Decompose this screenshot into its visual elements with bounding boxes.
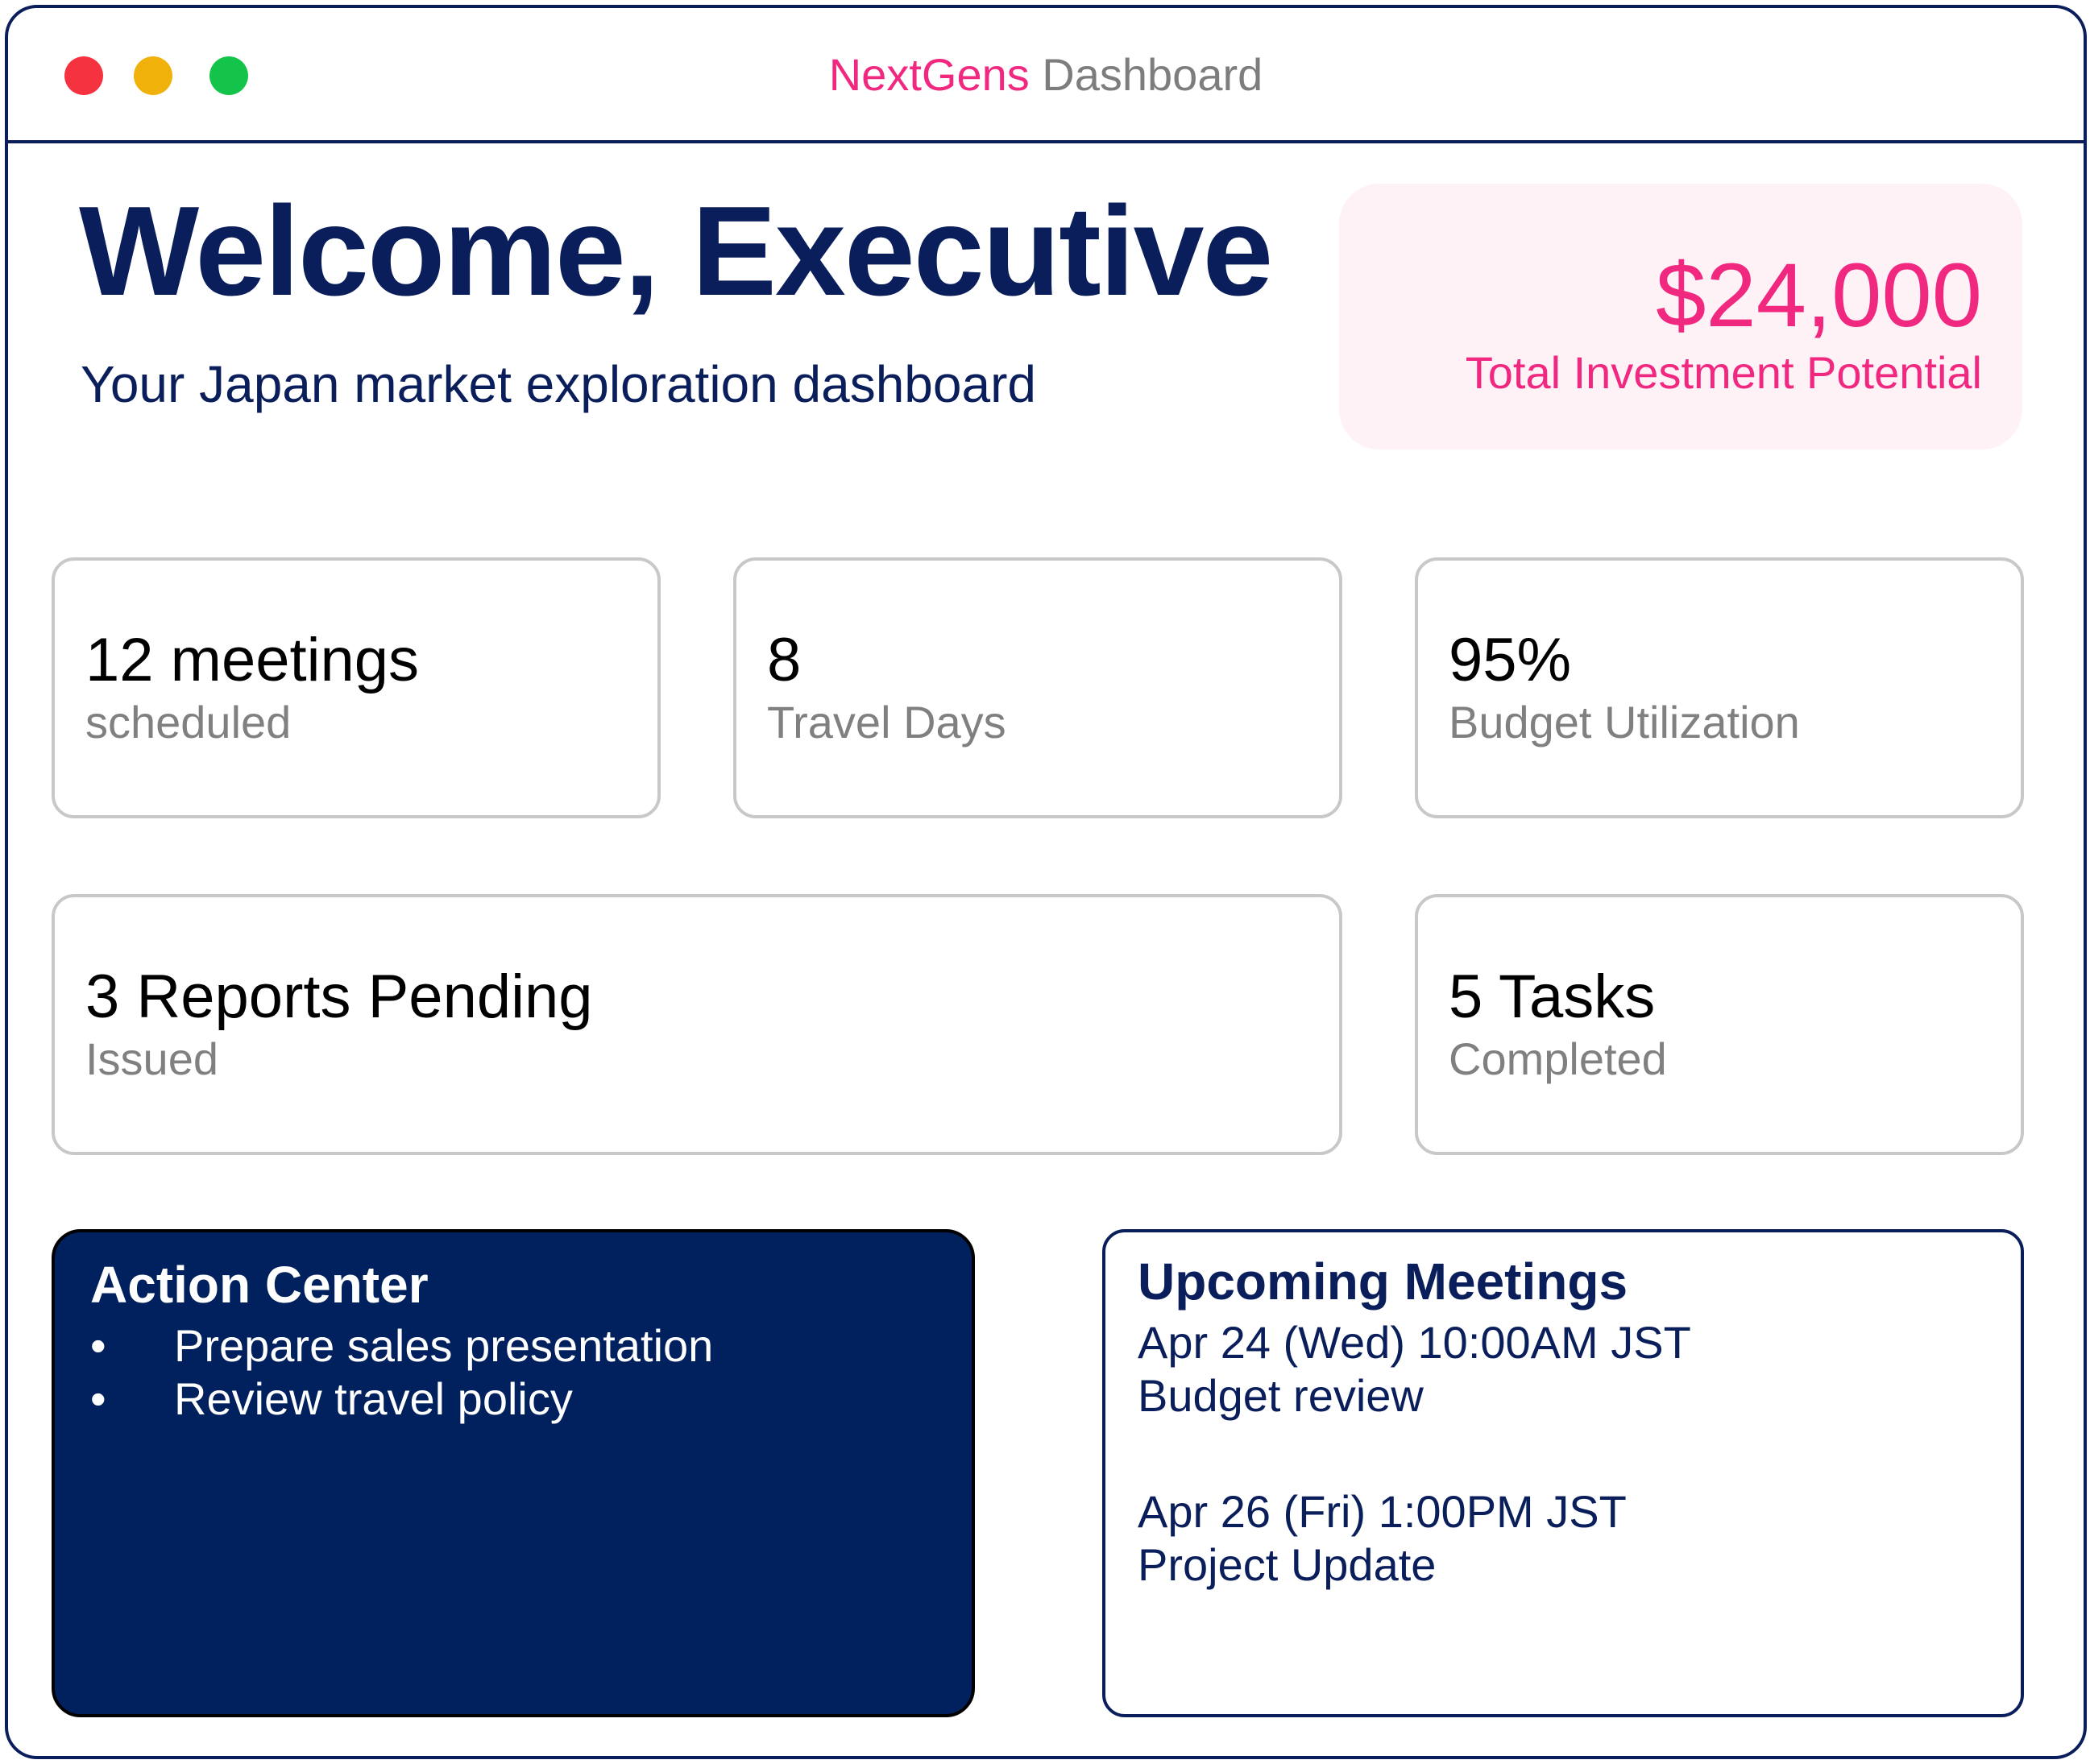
investment-label: Total Investment Potential xyxy=(1465,347,1982,398)
action-item-text: Review travel policy xyxy=(174,1373,573,1424)
action-center-title: Action Center xyxy=(90,1256,429,1314)
maximize-window-button[interactable] xyxy=(209,56,248,95)
tasks-stat-value: 5 Tasks xyxy=(1449,963,1656,1031)
window-title-text: Dashboard xyxy=(1029,49,1263,100)
reports-stat-label: Issued xyxy=(85,1033,218,1084)
meeting-subject: Project Update xyxy=(1138,1539,1437,1590)
meeting-entry[interactable]: Apr 26 (Fri) 1:00PM JST Project Update xyxy=(1138,1485,1627,1592)
meeting-time: Apr 26 (Fri) 1:00PM JST xyxy=(1138,1486,1627,1537)
meeting-time: Apr 24 (Wed) 10:00AM JST xyxy=(1138,1317,1691,1368)
minimize-window-button[interactable] xyxy=(134,56,172,95)
action-center-panel: Action Center • Prepare sales presentati… xyxy=(52,1229,975,1717)
budget-stat-value: 95% xyxy=(1449,626,1572,694)
investment-amount: $24,000 xyxy=(1656,245,1982,346)
investment-card: $24,000 Total Investment Potential xyxy=(1339,184,2022,449)
title-bar: NextGens Dashboard xyxy=(8,8,2084,143)
reports-stat-value: 3 Reports Pending xyxy=(85,963,593,1031)
reports-stat-card: 3 Reports Pending Issued xyxy=(52,894,1342,1155)
page-title: Welcome, Executive xyxy=(79,180,1273,322)
travel-stat-card: 8 Travel Days xyxy=(733,557,1342,818)
tasks-stat-card: 5 Tasks Completed xyxy=(1415,894,2024,1155)
page-subtitle: Your Japan market exploration dashboard xyxy=(81,355,1036,413)
meetings-stat-value: 12 meetings xyxy=(85,626,420,694)
upcoming-meetings-panel: Upcoming Meetings Apr 24 (Wed) 10:00AM J… xyxy=(1102,1229,2024,1717)
upcoming-meetings-title: Upcoming Meetings xyxy=(1138,1253,1628,1311)
travel-stat-label: Travel Days xyxy=(767,697,1006,747)
brand-name: NextGens xyxy=(828,49,1030,100)
tasks-stat-label: Completed xyxy=(1449,1033,1667,1084)
bullet-icon: • xyxy=(90,1320,106,1371)
meetings-stat-card: 12 meetings scheduled xyxy=(52,557,661,818)
budget-stat-label: Budget Utilization xyxy=(1449,697,1800,747)
window-title: NextGens Dashboard xyxy=(8,48,2084,101)
action-item-text: Prepare sales presentation xyxy=(174,1320,714,1371)
meeting-subject: Budget review xyxy=(1138,1370,1424,1421)
budget-stat-card: 95% Budget Utilization xyxy=(1415,557,2024,818)
bullet-icon: • xyxy=(90,1373,106,1424)
travel-stat-value: 8 xyxy=(767,626,802,694)
close-window-button[interactable] xyxy=(64,56,103,95)
meeting-entry[interactable]: Apr 24 (Wed) 10:00AM JST Budget review xyxy=(1138,1316,1691,1422)
meetings-stat-label: scheduled xyxy=(85,697,292,747)
